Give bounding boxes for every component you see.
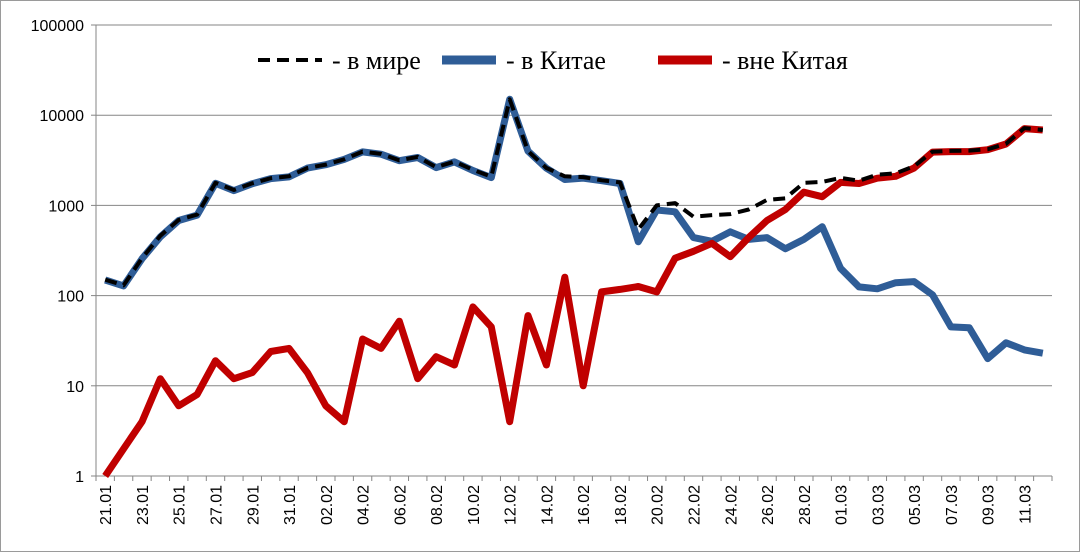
- y-tick-label: 10000: [40, 108, 85, 125]
- legend-label-0: - в мире: [332, 46, 421, 75]
- x-tick-label: 20.02: [650, 485, 667, 525]
- x-tick-label: 11.03: [1017, 485, 1034, 524]
- x-tick-label: 27.01: [209, 485, 226, 525]
- x-tick-label: 31.01: [282, 485, 299, 525]
- x-tick-label: 07.03: [944, 485, 961, 525]
- x-tick-label: 04.02: [356, 485, 373, 525]
- x-tick-label: 28.02: [797, 485, 814, 525]
- y-tick-label: 100: [57, 289, 84, 306]
- x-tick-label: 10.02: [466, 485, 483, 525]
- x-tick-label: 12.02: [503, 485, 520, 525]
- y-tick-label: 1: [75, 469, 84, 486]
- x-tick-label: 18.02: [613, 485, 630, 525]
- x-tick-label: 26.02: [760, 485, 777, 525]
- y-tick-label: 10: [66, 379, 84, 396]
- x-tick-label: 22.02: [687, 485, 704, 525]
- x-tick-label: 16.02: [576, 485, 593, 525]
- x-tick-label: 09.03: [981, 485, 998, 525]
- x-tick-label: 21.01: [98, 485, 115, 525]
- x-tick-label: 24.02: [723, 485, 740, 525]
- x-tick-label: 23.01: [135, 485, 152, 525]
- x-tick-label: 25.01: [172, 485, 189, 525]
- x-tick-label: 03.03: [870, 485, 887, 525]
- x-tick-label: 14.02: [539, 485, 556, 525]
- legend-label-2: - вне Китая: [722, 46, 848, 75]
- series-line-2: [102, 125, 1044, 478]
- x-tick-label: 02.02: [319, 485, 336, 525]
- y-tick-label: 1000: [48, 198, 84, 215]
- legend-label-1: - в Китае: [506, 46, 606, 75]
- y-tick-label: 100000: [31, 18, 84, 35]
- x-tick-label: 08.02: [429, 485, 446, 525]
- x-tick-label: 06.02: [392, 485, 409, 525]
- x-tick-label: 01.03: [834, 485, 851, 525]
- series-line-0: [104, 97, 1044, 288]
- x-tick-label: 05.03: [907, 485, 924, 525]
- x-tick-label: 29.01: [245, 485, 262, 525]
- plot-area: [96, 25, 1052, 476]
